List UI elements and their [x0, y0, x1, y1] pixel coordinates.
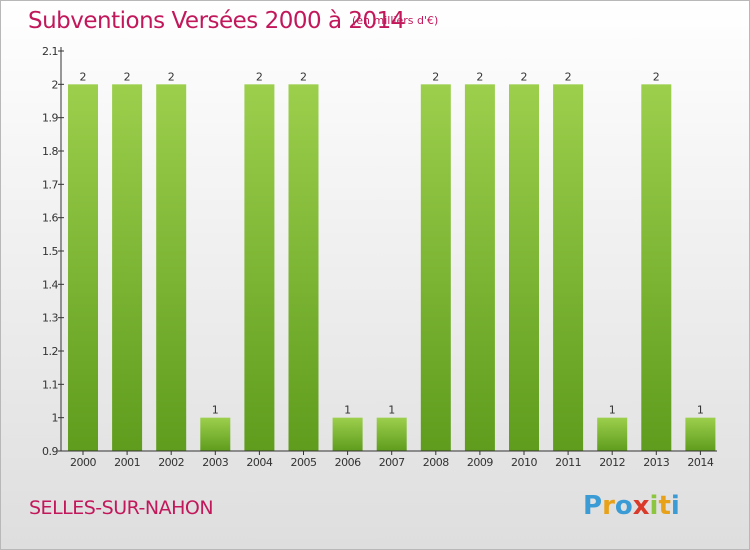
x-axis: 2000 2001 2002 2003 2004 2005 2006 2007 2008 2009… — [61, 450, 717, 469]
y-tick-label: 1.7 — [42, 178, 58, 191]
x-tick-label: 2005 — [291, 456, 317, 469]
y-axis: 0.9 1 1.1 1.2 1.3 1.4 1.5 1.6 1.7 1.8 1.9 2 2.1 — [42, 45, 64, 458]
y-tick-label: 1.6 — [42, 212, 58, 225]
bar-value-label: 1 — [212, 404, 219, 417]
y-tick-label: 2.1 — [42, 45, 58, 58]
bar — [332, 417, 363, 451]
y-tick-label: 1.5 — [42, 245, 58, 258]
x-tick-label: 2001 — [114, 456, 140, 469]
bar — [156, 84, 187, 451]
x-tick-label: 2008 — [423, 456, 449, 469]
logo-letter: t — [658, 491, 671, 521]
bar — [685, 417, 716, 451]
proxiti-logo: Proxiti — [583, 491, 680, 521]
bar-value-label: 2 — [80, 70, 87, 83]
x-tick-label: 2003 — [202, 456, 228, 469]
x-tick-label: 2007 — [379, 456, 405, 469]
bar-value-label: 2 — [124, 70, 131, 83]
bar — [641, 84, 672, 451]
bar-value-label: 2 — [476, 70, 483, 83]
logo-letter: P — [583, 491, 603, 521]
bar-value-label: 1 — [609, 404, 616, 417]
bar — [509, 84, 539, 451]
bar — [112, 84, 143, 451]
unit-note: (en milliers d'€) — [352, 14, 439, 27]
bar-value-label: 1 — [697, 404, 704, 417]
y-tick-label: 1.9 — [42, 112, 58, 125]
bar — [288, 84, 319, 451]
bar — [376, 417, 407, 451]
y-tick-label: 1.8 — [42, 145, 58, 158]
logo-letter: x — [632, 491, 650, 521]
bars: 2 2 2 1 2 2 1 1 2 2 2 2 1 2 1 — [68, 70, 716, 451]
bar — [597, 417, 628, 451]
x-tick-label: 2013 — [643, 456, 669, 469]
y-tick-label: 0.9 — [42, 445, 58, 458]
y-tick-label: 1.2 — [42, 345, 58, 358]
bar — [244, 84, 275, 451]
y-tick-label: 1 — [52, 412, 59, 425]
bar — [553, 84, 584, 451]
bar — [464, 84, 495, 451]
x-tick-label: 2002 — [158, 456, 184, 469]
x-tick-label: 2012 — [599, 456, 625, 469]
y-tick-label: 1.4 — [42, 278, 58, 291]
bar-value-label: 2 — [653, 70, 660, 83]
chart-title: Subventions Versées 2000 à 2014 — [28, 8, 405, 34]
logo-letter: o — [614, 491, 633, 521]
y-tick-label: 2 — [52, 78, 59, 91]
bar-value-label: 1 — [344, 404, 351, 417]
bar — [200, 417, 231, 451]
bar-value-label: 2 — [432, 70, 439, 83]
x-tick-label: 2004 — [246, 456, 272, 469]
x-tick-label: 2006 — [335, 456, 361, 469]
x-tick-label: 2000 — [70, 456, 96, 469]
x-tick-label: 2010 — [511, 456, 537, 469]
y-tick-label: 1.1 — [42, 378, 58, 391]
logo-letter: r — [602, 491, 615, 521]
bar-value-label: 1 — [388, 404, 395, 417]
bar — [420, 84, 451, 451]
logo-letter: i — [649, 491, 659, 521]
x-tick-label: 2011 — [555, 456, 581, 469]
bar — [68, 84, 98, 451]
bar-value-label: 2 — [168, 70, 175, 83]
y-tick-label: 1.3 — [42, 312, 58, 325]
bar-value-label: 2 — [300, 70, 307, 83]
bar-value-label: 2 — [565, 70, 572, 83]
bar-value-label: 2 — [256, 70, 263, 83]
commune-name: SELLES-SUR-NAHON — [29, 497, 214, 519]
logo-letter: i — [670, 491, 680, 521]
x-tick-label: 2014 — [687, 456, 713, 469]
x-tick-label: 2009 — [467, 456, 493, 469]
bar-value-label: 2 — [521, 70, 528, 83]
